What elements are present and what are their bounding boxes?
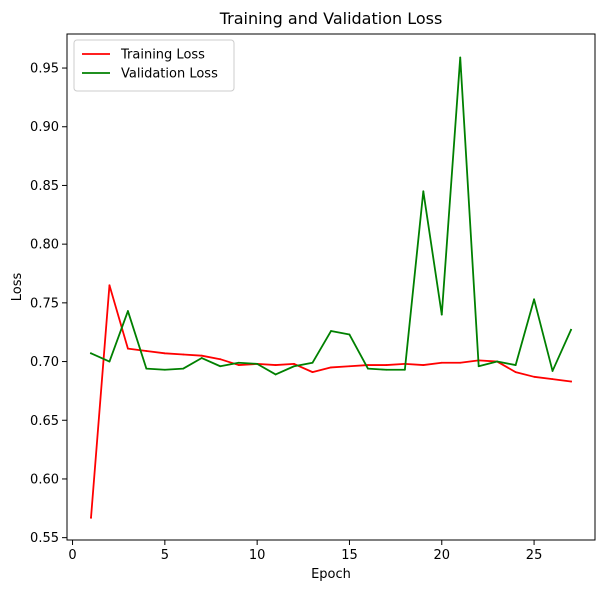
data-point-0-26 [570, 380, 572, 383]
data-point-1-3 [145, 367, 148, 370]
plot-frame [66, 33, 596, 541]
data-point-1-12 [311, 361, 314, 364]
data-point-1-19 [440, 313, 443, 316]
data-point-0-20 [459, 361, 462, 364]
data-point-0-3 [145, 350, 148, 352]
data-point-0-4 [163, 352, 166, 355]
data-point-1-2 [127, 310, 129, 312]
data-point-1-6 [200, 357, 203, 359]
y-tick-label: 0.95 [30, 62, 59, 77]
y-tick-label: 0.85 [30, 179, 59, 194]
x-tick-label: 25 [526, 548, 543, 563]
data-point-1-7 [219, 365, 222, 368]
data-point-0-24 [533, 375, 535, 378]
data-point-1-20 [459, 56, 462, 59]
data-point-1-23 [514, 364, 517, 366]
y-tick-label: 0.90 [30, 120, 59, 135]
data-point-0-25 [551, 378, 554, 381]
data-point-1-11 [293, 365, 295, 368]
data-point-0-19 [440, 361, 443, 364]
data-point-0-18 [422, 364, 425, 366]
y-tick-label: 0.65 [30, 414, 59, 429]
data-point-1-13 [330, 330, 332, 332]
x-tick-label: 0 [68, 548, 76, 563]
data-point-0-7 [219, 358, 222, 361]
data-point-1-8 [237, 361, 240, 364]
data-point-1-4 [163, 368, 166, 371]
data-point-1-25 [551, 370, 554, 372]
data-point-0-10 [274, 364, 277, 366]
y-tick-label: 0.75 [30, 296, 59, 311]
axes: 0 5 10 15 20 25 0.55 0.60 0.65 0.70 0.75 0.80 0.85 0.… [30, 33, 596, 563]
data-point-0-13 [330, 366, 332, 369]
y-tick-label: 0.80 [30, 238, 59, 253]
data-point-1-18 [422, 190, 425, 193]
x-tick-label: 10 [249, 548, 266, 563]
y-tick-label: 0.70 [30, 355, 59, 370]
data-point-0-11 [293, 363, 295, 365]
x-tick-label: 20 [433, 548, 450, 563]
legend: Training Loss Validation Loss [73, 39, 235, 92]
data-point-0-0 [90, 516, 92, 519]
x-tick-label: 15 [341, 548, 358, 563]
legend-label-0: Training Loss [120, 48, 205, 63]
data-point-0-8 [237, 364, 240, 366]
data-point-0-6 [200, 354, 203, 357]
legend-box [73, 39, 235, 92]
data-point-0-1 [108, 284, 111, 287]
chart-title: Training and Validation Loss [219, 9, 443, 28]
data-point-0-12 [311, 371, 314, 374]
data-point-1-1 [108, 360, 111, 363]
data-point-0-15 [367, 364, 369, 366]
data-point-0-14 [348, 365, 351, 368]
x-tick-label: 5 [161, 548, 169, 563]
data-point-1-24 [533, 298, 535, 301]
data-point-1-22 [496, 360, 499, 363]
data-point-0-23 [514, 371, 517, 374]
data-point-1-26 [570, 328, 572, 331]
data-point-1-16 [385, 368, 388, 371]
series-line-1 [89, 56, 573, 376]
data-point-1-14 [348, 333, 351, 336]
data-point-1-9 [256, 363, 259, 365]
plot-area [89, 56, 573, 519]
data-point-0-2 [127, 347, 129, 350]
data-point-1-15 [367, 367, 369, 370]
legend-label-1: Validation Loss [121, 67, 218, 82]
y-tick-label: 0.55 [30, 531, 59, 546]
y-tick-label: 0.60 [30, 472, 59, 487]
data-point-0-5 [182, 353, 185, 356]
data-point-1-17 [403, 368, 406, 371]
data-point-0-16 [385, 364, 388, 366]
series-line-0 [90, 284, 573, 519]
data-point-1-5 [182, 367, 185, 370]
data-point-1-21 [477, 365, 480, 368]
data-point-1-0 [90, 352, 92, 355]
y-axis-label: Loss [10, 273, 25, 302]
data-point-1-10 [274, 373, 277, 376]
x-axis-label: Epoch [311, 567, 351, 582]
